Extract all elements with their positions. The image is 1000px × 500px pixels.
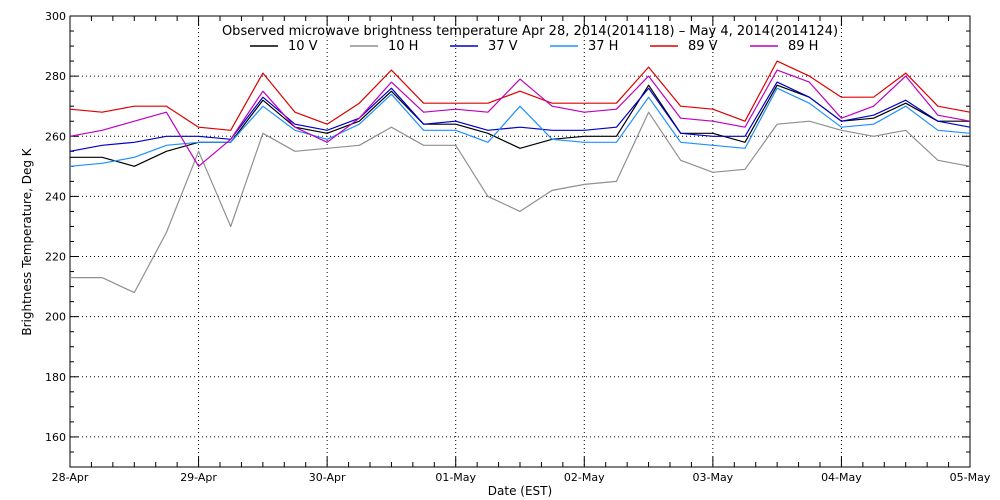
series-line-10-h [70, 111, 971, 294]
legend-label-37-v: 37 V [488, 39, 518, 54]
y-tick-label: 180 [45, 371, 66, 384]
legend: 10 V 10 H 37 V 37 H 89 V 89 H [250, 39, 818, 54]
y-tick-label: 160 [45, 431, 66, 444]
x-tick-label: 02-May [564, 471, 605, 484]
plot-frame [69, 15, 971, 468]
x-tick-label: 30-Apr [309, 471, 346, 484]
legend-label-10-h: 10 H [388, 39, 418, 54]
series-line-89-h [69, 69, 971, 167]
y-tick-label: 220 [45, 251, 66, 264]
grid [70, 16, 970, 467]
legend-label-89-h: 89 H [788, 39, 818, 54]
x-tick-label: 28-Apr [52, 471, 89, 484]
series-lines [69, 60, 971, 294]
legend-label-37-h: 37 H [588, 39, 618, 54]
series-line-37-h [69, 87, 971, 167]
y-axis-title: Brightness Temperature, Deg K [20, 147, 34, 335]
series-line-37-v [69, 81, 971, 152]
y-tick-label: 260 [45, 130, 66, 143]
x-axis: 28-Apr 29-Apr 30-Apr 01-May 02-May 03-May 04-M… [52, 16, 991, 484]
x-tick-label: 05-May [950, 471, 991, 484]
y-tick-label: 240 [45, 190, 66, 203]
y-tick-label: 300 [45, 10, 66, 23]
legend-label-10-v: 10 V [288, 39, 318, 54]
x-tick-label: 04-May [821, 471, 862, 484]
y-tick-label: 200 [45, 311, 66, 324]
chart-title: Observed microwave brightness temperatur… [222, 24, 838, 39]
series-line-10-v [70, 84, 970, 167]
series-line-89-v [69, 60, 971, 131]
y-axis: 160 180 200 220 240 260 280 300 [45, 10, 970, 468]
x-tick-label: 01-May [435, 471, 476, 484]
legend-label-89-v: 89 V [688, 39, 718, 54]
x-tick-label: 03-May [692, 471, 733, 484]
x-axis-title: Date (EST) [488, 484, 552, 498]
y-tick-label: 280 [45, 70, 66, 83]
x-tick-label: 29-Apr [180, 471, 217, 484]
